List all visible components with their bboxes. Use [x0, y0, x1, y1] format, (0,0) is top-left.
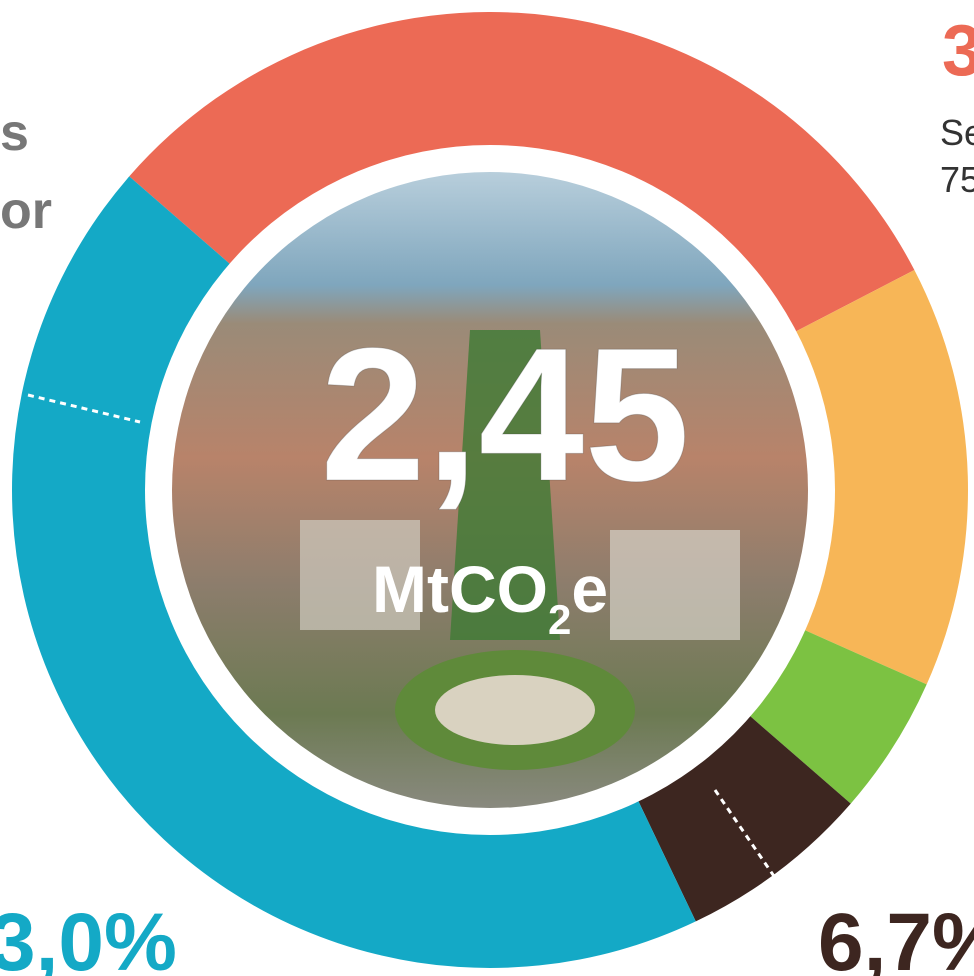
city-photo	[172, 172, 808, 808]
unit: MtCO	[372, 552, 548, 626]
percent-label: 6,7%	[818, 897, 974, 976]
heading: 3	[942, 11, 974, 91]
ring-segment	[791, 270, 969, 685]
divider	[713, 789, 782, 886]
ring-segment	[129, 12, 915, 334]
unit-sub: 2	[548, 596, 571, 643]
ring-segment	[746, 628, 927, 804]
left-text: or	[0, 182, 52, 240]
center-value: 2,45	[320, 309, 690, 521]
center-unit: MtCO2e	[372, 552, 608, 643]
left-text: s	[0, 104, 29, 162]
desc: Se	[940, 112, 974, 153]
ring-segment	[12, 176, 696, 968]
desc: 75	[940, 159, 974, 200]
divider	[27, 393, 141, 424]
unit-end: e	[571, 552, 608, 626]
percent-label: 3,0%	[0, 897, 177, 976]
